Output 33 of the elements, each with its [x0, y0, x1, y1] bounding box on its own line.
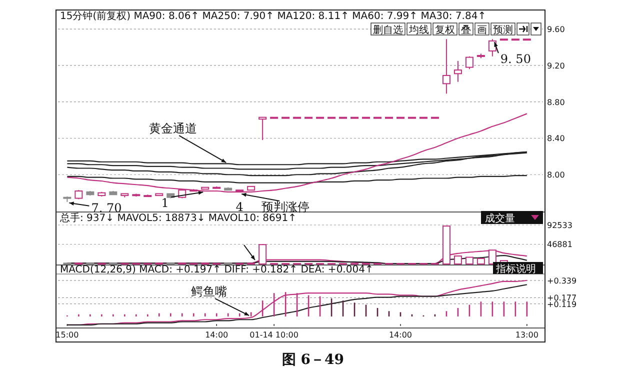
annotation: 黄金通道: [149, 122, 198, 136]
annotation: 预测: [493, 24, 513, 36]
annotation: 画: [477, 25, 487, 36]
annotation: 删自选: [373, 24, 403, 36]
annotation: 叠: [461, 25, 471, 36]
annotation: 预判涨停: [262, 200, 310, 214]
x-tick-label: 13:00: [515, 330, 538, 340]
y-tick-label: 9.60: [547, 25, 565, 34]
y-tick-label: 8.80: [547, 98, 565, 107]
y-tick-label: 8.40: [547, 134, 565, 144]
y-tick-label: 92533: [547, 221, 572, 230]
y-tick-label: +0.339: [547, 276, 577, 286]
annotation: 复权: [435, 24, 455, 36]
x-tick-label: 14:00: [388, 330, 412, 340]
chart-title: 总手: 937↓ MAVOL5: 18873↓ MAVOL10: 8691↑: [59, 212, 296, 224]
y-tick-label: +0.119: [547, 300, 577, 309]
annotation: 9. 50: [500, 52, 531, 66]
y-tick-label: 9.20: [547, 61, 565, 70]
x-tick-label: 14:00: [205, 330, 228, 340]
x-tick-label: 15:00: [56, 330, 79, 340]
text: 成交量: [485, 212, 515, 224]
caption: 图 6－49: [282, 352, 344, 368]
chart-title: 15分钟(前复权) MA90: 8.06↑ MA250: 7.90↑ MA120: 8.11↑ MA60: 7.99↑ MA30: 7.84↑: [60, 10, 486, 22]
x-tick-label: 01-14 10:00: [250, 330, 298, 340]
annotation: 7. 70: [91, 200, 122, 215]
annotation: 4: [236, 200, 244, 214]
y-tick-label: 46881: [547, 240, 572, 250]
annotation: 1: [161, 196, 169, 210]
chart-title: MACD(12,26,9) MACD: +0.197↑ DIFF: +0.182↑ DEA: +0.004↑: [60, 264, 374, 276]
annotation: 均线: [408, 24, 429, 36]
annotation: 鳄鱼嘴: [191, 284, 228, 299]
annotation: 指标说明: [495, 263, 536, 275]
y-tick-label: 8.00: [547, 170, 565, 180]
